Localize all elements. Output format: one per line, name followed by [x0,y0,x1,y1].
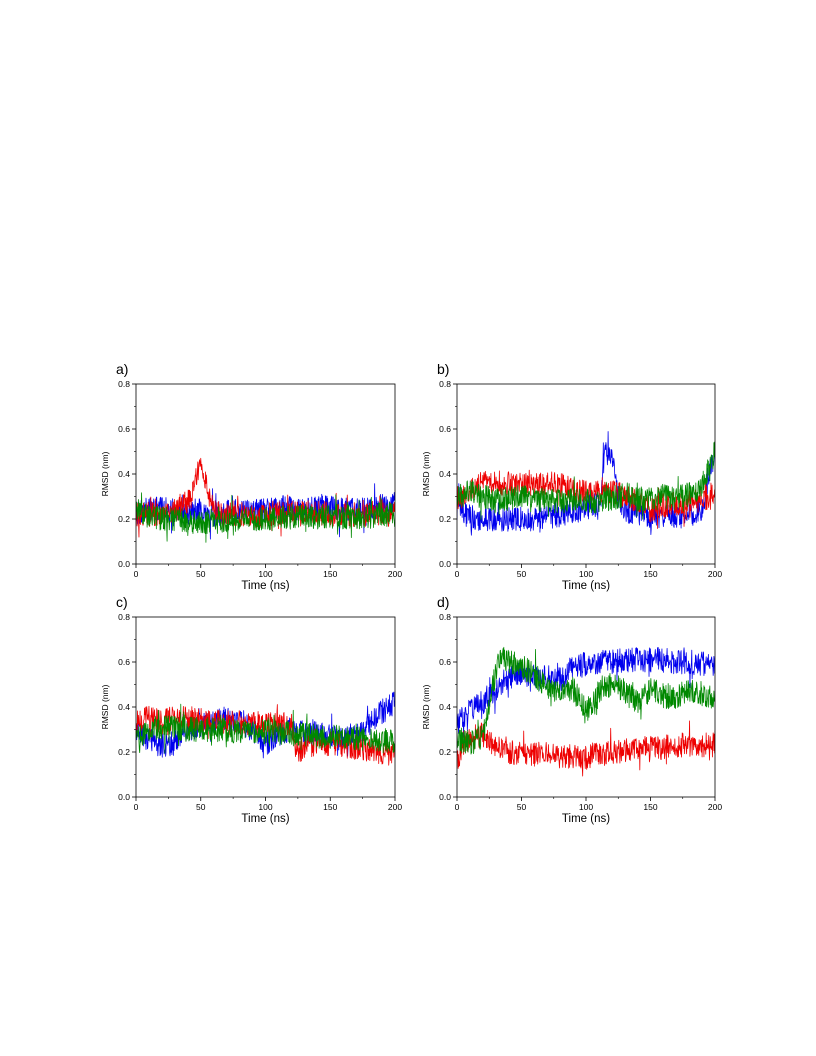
y-tick-label: 0.2 [118,514,130,524]
plot-area [136,691,395,766]
x-tick-label: 50 [517,569,527,579]
y-tick-label: 0.6 [118,657,130,667]
y-axis-title: RMSD (nm) [100,451,110,496]
x-tick-label: 200 [708,802,722,812]
y-tick-label: 0.6 [118,424,130,434]
x-tick-label: 0 [455,569,460,579]
x-axis-title: Time (ns) [562,580,610,592]
x-tick-label: 200 [388,569,402,579]
x-axis-title: Time (ns) [562,813,610,825]
x-tick-label: 0 [134,802,139,812]
panel-label: d) [437,594,449,610]
x-tick-label: 200 [388,802,402,812]
x-tick-label: 100 [258,802,272,812]
x-axis-title: Time (ns) [241,813,289,825]
plot-frame [135,616,396,798]
series-line-1 [457,720,715,777]
x-tick-label: 100 [579,569,593,579]
y-axis-title: RMSD (nm) [421,451,431,496]
x-tick-label: 50 [196,569,206,579]
x-axis-title: Time (ns) [241,580,289,592]
y-tick-label: 0.0 [439,792,451,802]
panel-3: 0 50 100 150 200 0.0 0.2 0.4 0.6 0.8 Time (ns) RMSD… [421,594,722,825]
x-tick-label: 0 [134,569,139,579]
x-tick-label: 200 [708,569,722,579]
panel-2: 0 50 100 150 200 0.0 0.2 0.4 0.6 0.8 Time (ns) RMSD… [100,594,402,825]
series-line-2 [136,492,395,543]
y-tick-label: 0.6 [439,657,451,667]
series-line-1 [457,469,715,529]
x-tick-label: 100 [579,802,593,812]
y-axis-title: RMSD (nm) [421,684,431,729]
panel-label: c) [116,594,128,610]
y-tick-label: 0.0 [118,559,130,569]
plot-area [457,646,715,777]
y-tick-label: 0.4 [439,702,451,712]
y-tick-label: 0.4 [118,702,130,712]
x-tick-label: 150 [643,569,657,579]
series-line-2 [457,441,715,520]
y-tick-label: 0.2 [118,747,130,757]
x-tick-label: 150 [323,802,337,812]
y-axis-title: RMSD (nm) [100,684,110,729]
panel-1: 0 50 100 150 200 0.0 0.2 0.4 0.6 0.8 Time (ns) RMSD… [421,361,722,592]
plot-area [136,457,395,543]
y-tick-label: 0.8 [439,612,451,622]
series-line-2 [136,703,395,754]
y-tick-label: 0.0 [118,792,130,802]
x-tick-label: 50 [196,802,206,812]
x-tick-label: 0 [455,802,460,812]
x-tick-label: 150 [323,569,337,579]
y-tick-label: 0.8 [118,379,130,389]
plot-frame [456,383,716,565]
panel-0: 0 50 100 150 200 0.0 0.2 0.4 0.6 0.8 Time (ns) RMSD… [100,361,402,592]
y-tick-label: 0.6 [439,424,451,434]
y-tick-label: 0.4 [439,469,451,479]
panel-label: b) [437,361,449,377]
x-tick-label: 50 [517,802,527,812]
y-tick-label: 0.8 [118,612,130,622]
plot-area [457,431,715,536]
y-tick-label: 0.0 [439,559,451,569]
y-tick-label: 0.2 [439,747,451,757]
x-tick-label: 100 [258,569,272,579]
plot-frame [135,383,396,565]
panel-label: a) [116,361,128,377]
y-tick-label: 0.4 [118,469,130,479]
series-line-2 [457,646,715,755]
y-tick-label: 0.8 [439,379,451,389]
y-tick-label: 0.2 [439,514,451,524]
x-tick-label: 150 [643,802,657,812]
series-line-0 [457,647,715,738]
